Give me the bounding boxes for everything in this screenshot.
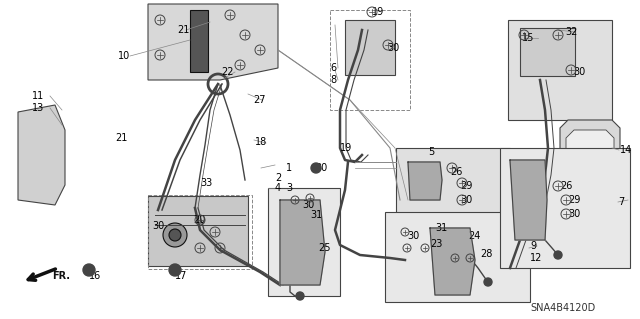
Bar xyxy=(500,148,630,268)
Circle shape xyxy=(484,278,492,286)
Text: 33: 33 xyxy=(200,178,212,188)
Bar xyxy=(520,28,575,76)
Text: 20: 20 xyxy=(193,215,205,225)
Bar xyxy=(148,195,252,269)
Circle shape xyxy=(83,264,95,276)
Text: 22: 22 xyxy=(221,67,234,77)
Text: 19: 19 xyxy=(340,143,352,153)
Circle shape xyxy=(169,264,181,276)
Text: 13: 13 xyxy=(32,103,44,113)
Text: 5: 5 xyxy=(428,147,435,157)
Text: 17: 17 xyxy=(175,271,188,281)
Polygon shape xyxy=(18,105,65,205)
Bar xyxy=(345,20,395,75)
Text: 14: 14 xyxy=(620,145,632,155)
Text: 16: 16 xyxy=(89,271,101,281)
Polygon shape xyxy=(148,4,278,80)
Text: 30: 30 xyxy=(387,43,399,53)
Text: 21: 21 xyxy=(115,133,127,143)
Text: 32: 32 xyxy=(565,27,577,37)
Bar xyxy=(385,212,530,302)
Circle shape xyxy=(296,292,304,300)
Text: 11: 11 xyxy=(32,91,44,101)
Polygon shape xyxy=(560,120,620,203)
Polygon shape xyxy=(430,228,475,295)
Text: 23: 23 xyxy=(430,239,442,249)
Circle shape xyxy=(554,251,562,259)
Text: 15: 15 xyxy=(522,33,534,43)
Text: SNA4B4120D: SNA4B4120D xyxy=(530,303,595,313)
Text: 30: 30 xyxy=(302,200,314,210)
Text: 30: 30 xyxy=(152,221,164,231)
Circle shape xyxy=(169,229,181,241)
Bar xyxy=(190,10,208,72)
Text: 30: 30 xyxy=(315,163,327,173)
Text: 12: 12 xyxy=(530,253,542,263)
Text: 30: 30 xyxy=(407,231,419,241)
Text: 31: 31 xyxy=(435,223,447,233)
Text: 7: 7 xyxy=(618,197,624,207)
Bar xyxy=(330,10,410,110)
Text: 18: 18 xyxy=(255,137,268,147)
Text: 25: 25 xyxy=(318,243,330,253)
Text: 24: 24 xyxy=(468,231,481,241)
Polygon shape xyxy=(566,130,614,198)
Text: 29: 29 xyxy=(460,181,472,191)
Polygon shape xyxy=(510,160,547,240)
Text: 26: 26 xyxy=(560,181,572,191)
Text: 4: 4 xyxy=(275,183,281,193)
Text: 21: 21 xyxy=(177,25,189,35)
Polygon shape xyxy=(408,162,442,200)
Text: 30: 30 xyxy=(460,195,472,205)
Text: 19: 19 xyxy=(372,7,384,17)
Bar xyxy=(268,188,340,296)
Text: 10: 10 xyxy=(118,51,131,61)
Bar xyxy=(508,20,612,120)
Polygon shape xyxy=(280,200,325,285)
Text: 9: 9 xyxy=(530,241,536,251)
Bar xyxy=(148,196,248,266)
Text: 26: 26 xyxy=(450,167,462,177)
Text: 27: 27 xyxy=(253,95,266,105)
Text: FR.: FR. xyxy=(52,271,70,281)
Text: 29: 29 xyxy=(568,195,580,205)
Circle shape xyxy=(163,223,187,247)
Circle shape xyxy=(311,163,321,173)
Text: 1: 1 xyxy=(286,163,292,173)
Text: 30: 30 xyxy=(573,67,585,77)
Text: 28: 28 xyxy=(480,249,492,259)
Text: 2: 2 xyxy=(275,173,281,183)
Text: 8: 8 xyxy=(330,75,336,85)
Text: 30: 30 xyxy=(568,209,580,219)
Bar xyxy=(396,148,510,224)
Text: 3: 3 xyxy=(286,183,292,193)
Text: 31: 31 xyxy=(310,210,323,220)
Text: 6: 6 xyxy=(330,63,336,73)
